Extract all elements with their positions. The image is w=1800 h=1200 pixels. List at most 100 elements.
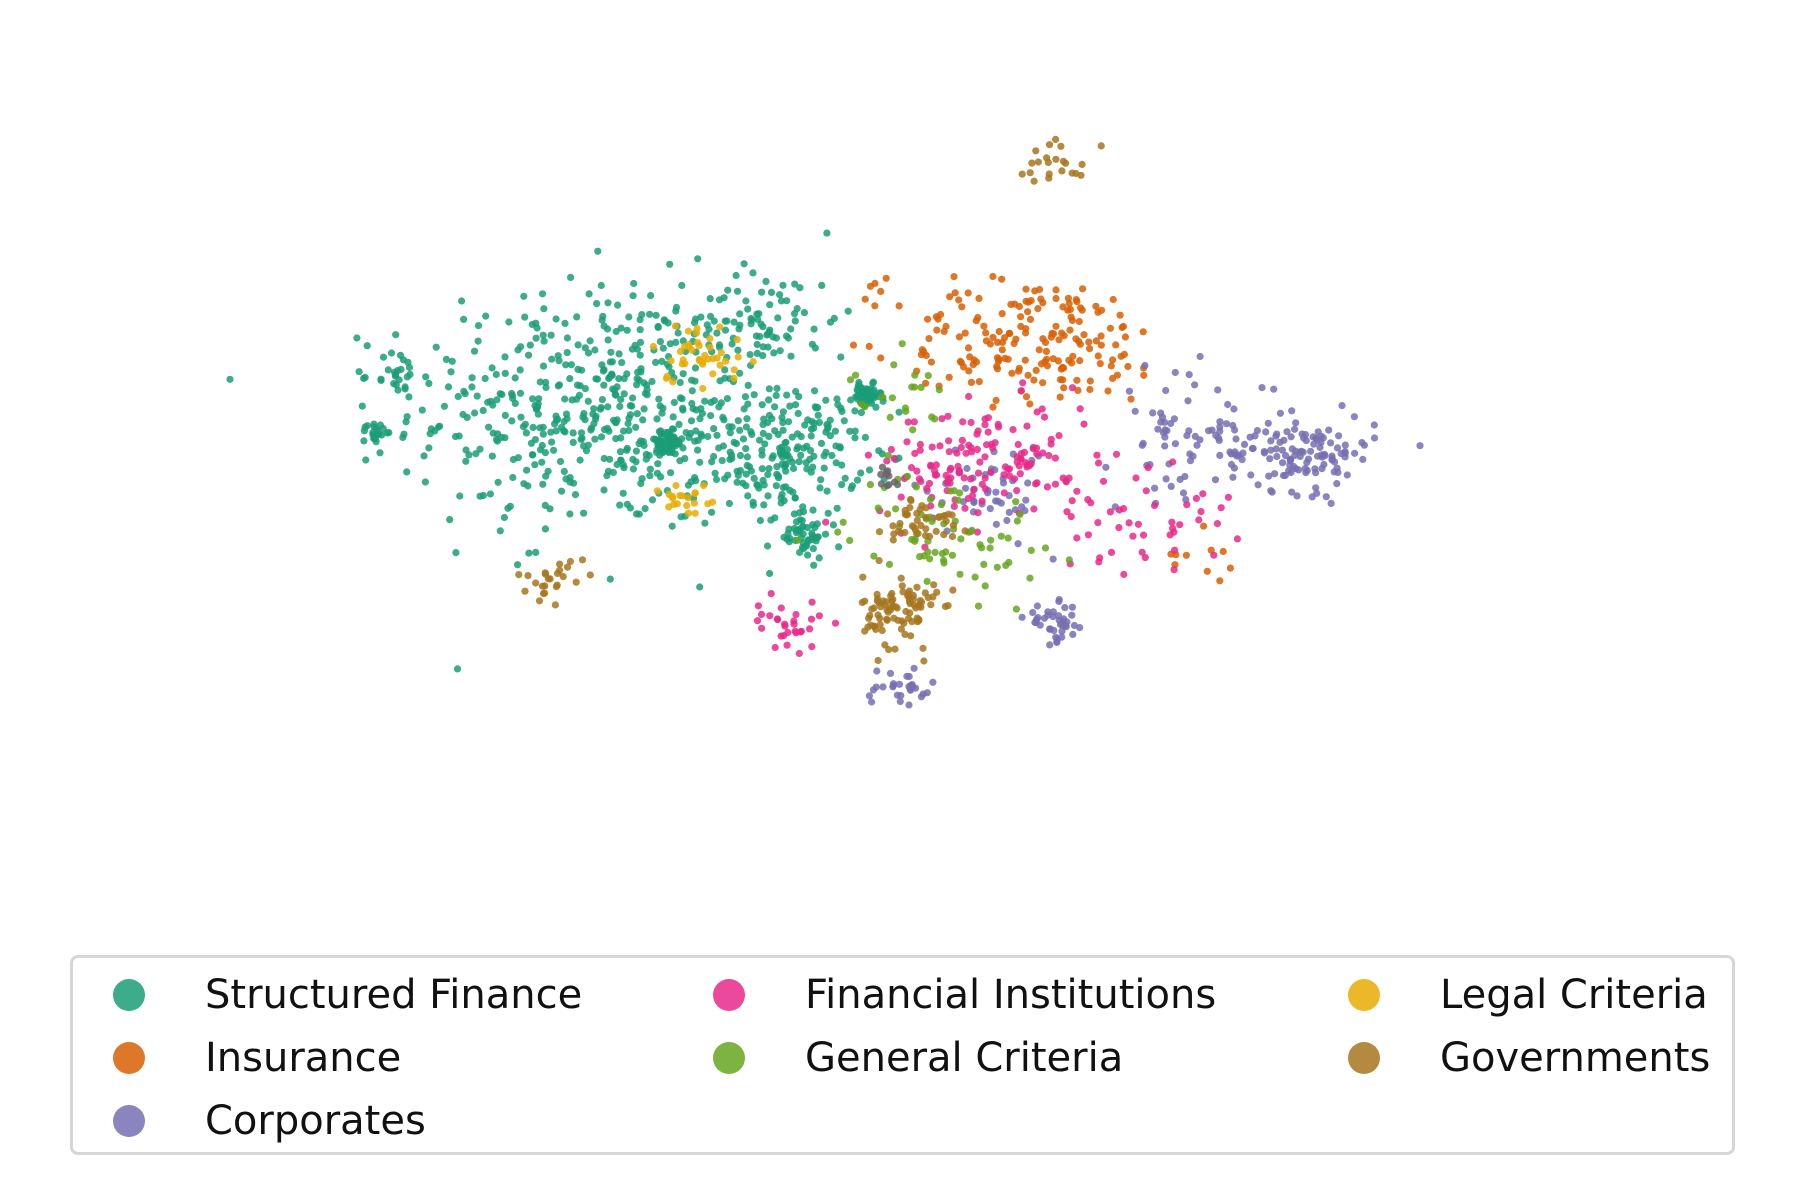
point-structured-finance (764, 492, 772, 500)
point-legal-criteria (669, 378, 677, 386)
point-insurance (865, 342, 873, 350)
point-structured-finance (628, 402, 636, 410)
point-insurance (940, 327, 948, 336)
point-structured-finance (516, 366, 524, 374)
point-structured-finance (401, 385, 409, 393)
point-legal-criteria (693, 324, 701, 333)
point-structured-finance (618, 359, 626, 367)
point-structured-finance (837, 353, 845, 361)
point-insurance (964, 289, 972, 297)
point-structured-finance (528, 451, 537, 459)
point-financial-institutions (1169, 524, 1177, 532)
point-insurance (982, 329, 990, 337)
point-structured-finance (629, 292, 637, 300)
point-structured-finance (851, 407, 859, 415)
point-structured-finance (838, 461, 846, 469)
point-structured-finance (715, 444, 723, 452)
point-structured-finance (606, 455, 614, 463)
point-structured-finance (783, 297, 791, 305)
point-financial-institutions (1141, 554, 1149, 562)
point-structured-finance (563, 415, 571, 423)
point-structured-finance (617, 395, 625, 404)
point-corporates (1214, 386, 1222, 394)
point-structured-finance (379, 353, 388, 361)
point-structured-finance (817, 439, 826, 447)
point-structured-finance (642, 450, 650, 458)
point-governments (919, 644, 927, 652)
point-structured-finance (746, 351, 754, 359)
point-corporates (1055, 596, 1063, 604)
point-structured-finance (749, 269, 757, 277)
point-structured-finance (606, 358, 614, 366)
point-structured-finance (425, 444, 433, 452)
point-corporates (1208, 426, 1216, 434)
point-structured-finance (763, 542, 772, 550)
point-governments (1097, 142, 1105, 150)
point-structured-finance (697, 313, 705, 321)
point-corporates (1270, 385, 1278, 393)
point-corporates (1272, 432, 1280, 440)
point-structured-finance (667, 469, 675, 477)
point-structured-finance (454, 392, 462, 401)
point-structured-finance (701, 519, 709, 527)
point-corporates (1279, 459, 1287, 467)
point-governments (541, 569, 549, 577)
point-structured-finance (779, 449, 787, 457)
point-financial-institutions (1087, 499, 1095, 507)
point-corporates (1003, 516, 1011, 525)
point-financial-institutions (946, 479, 954, 487)
point-financial-institutions (903, 438, 911, 446)
point-structured-finance (653, 445, 661, 454)
point-unlabeled (885, 481, 893, 489)
point-structured-finance (829, 521, 838, 529)
point-general-criteria (926, 495, 935, 503)
point-general-criteria (1012, 498, 1020, 506)
point-insurance (955, 296, 963, 304)
point-structured-finance (554, 352, 562, 360)
point-structured-finance (895, 408, 903, 416)
point-insurance (956, 357, 965, 365)
point-structured-finance (558, 423, 566, 431)
point-general-criteria (903, 472, 912, 480)
point-financial-institutions (1129, 532, 1137, 540)
point-financial-institutions (1150, 501, 1159, 510)
point-structured-finance (736, 369, 744, 377)
scatter-plot-area (226, 135, 1424, 709)
point-corporates (869, 686, 878, 694)
point-corporates (1196, 352, 1204, 361)
point-structured-finance (759, 323, 767, 331)
point-structured-finance (360, 437, 368, 445)
point-structured-finance (486, 490, 494, 498)
point-corporates (1370, 434, 1379, 442)
point-corporates (1341, 441, 1349, 449)
point-general-criteria (852, 371, 860, 379)
point-structured-finance (776, 347, 784, 355)
point-structured-finance (753, 349, 761, 357)
point-insurance (1007, 300, 1015, 308)
point-structured-finance (594, 247, 602, 255)
point-structured-finance (739, 435, 748, 443)
point-governments (1030, 177, 1038, 185)
point-structured-finance (725, 423, 733, 431)
point-insurance (1113, 371, 1121, 379)
point-financial-institutions (1021, 459, 1029, 467)
point-corporates (1014, 540, 1022, 548)
point-governments (870, 604, 878, 612)
point-corporates (1327, 499, 1335, 507)
point-financial-institutions (887, 445, 896, 454)
point-structured-finance (403, 468, 411, 476)
point-structured-finance (479, 491, 487, 500)
point-financial-institutions (777, 604, 785, 612)
point-insurance (1076, 357, 1084, 365)
point-structured-finance (432, 343, 440, 351)
point-financial-institutions (1213, 520, 1221, 528)
point-corporates (1258, 384, 1266, 392)
point-financial-institutions (808, 643, 816, 651)
point-corporates (886, 669, 895, 678)
point-financial-institutions (795, 649, 803, 658)
point-structured-finance (636, 338, 645, 346)
point-financial-institutions (831, 619, 840, 627)
point-corporates (1231, 448, 1239, 456)
point-insurance (975, 294, 983, 302)
point-general-criteria (931, 548, 939, 557)
